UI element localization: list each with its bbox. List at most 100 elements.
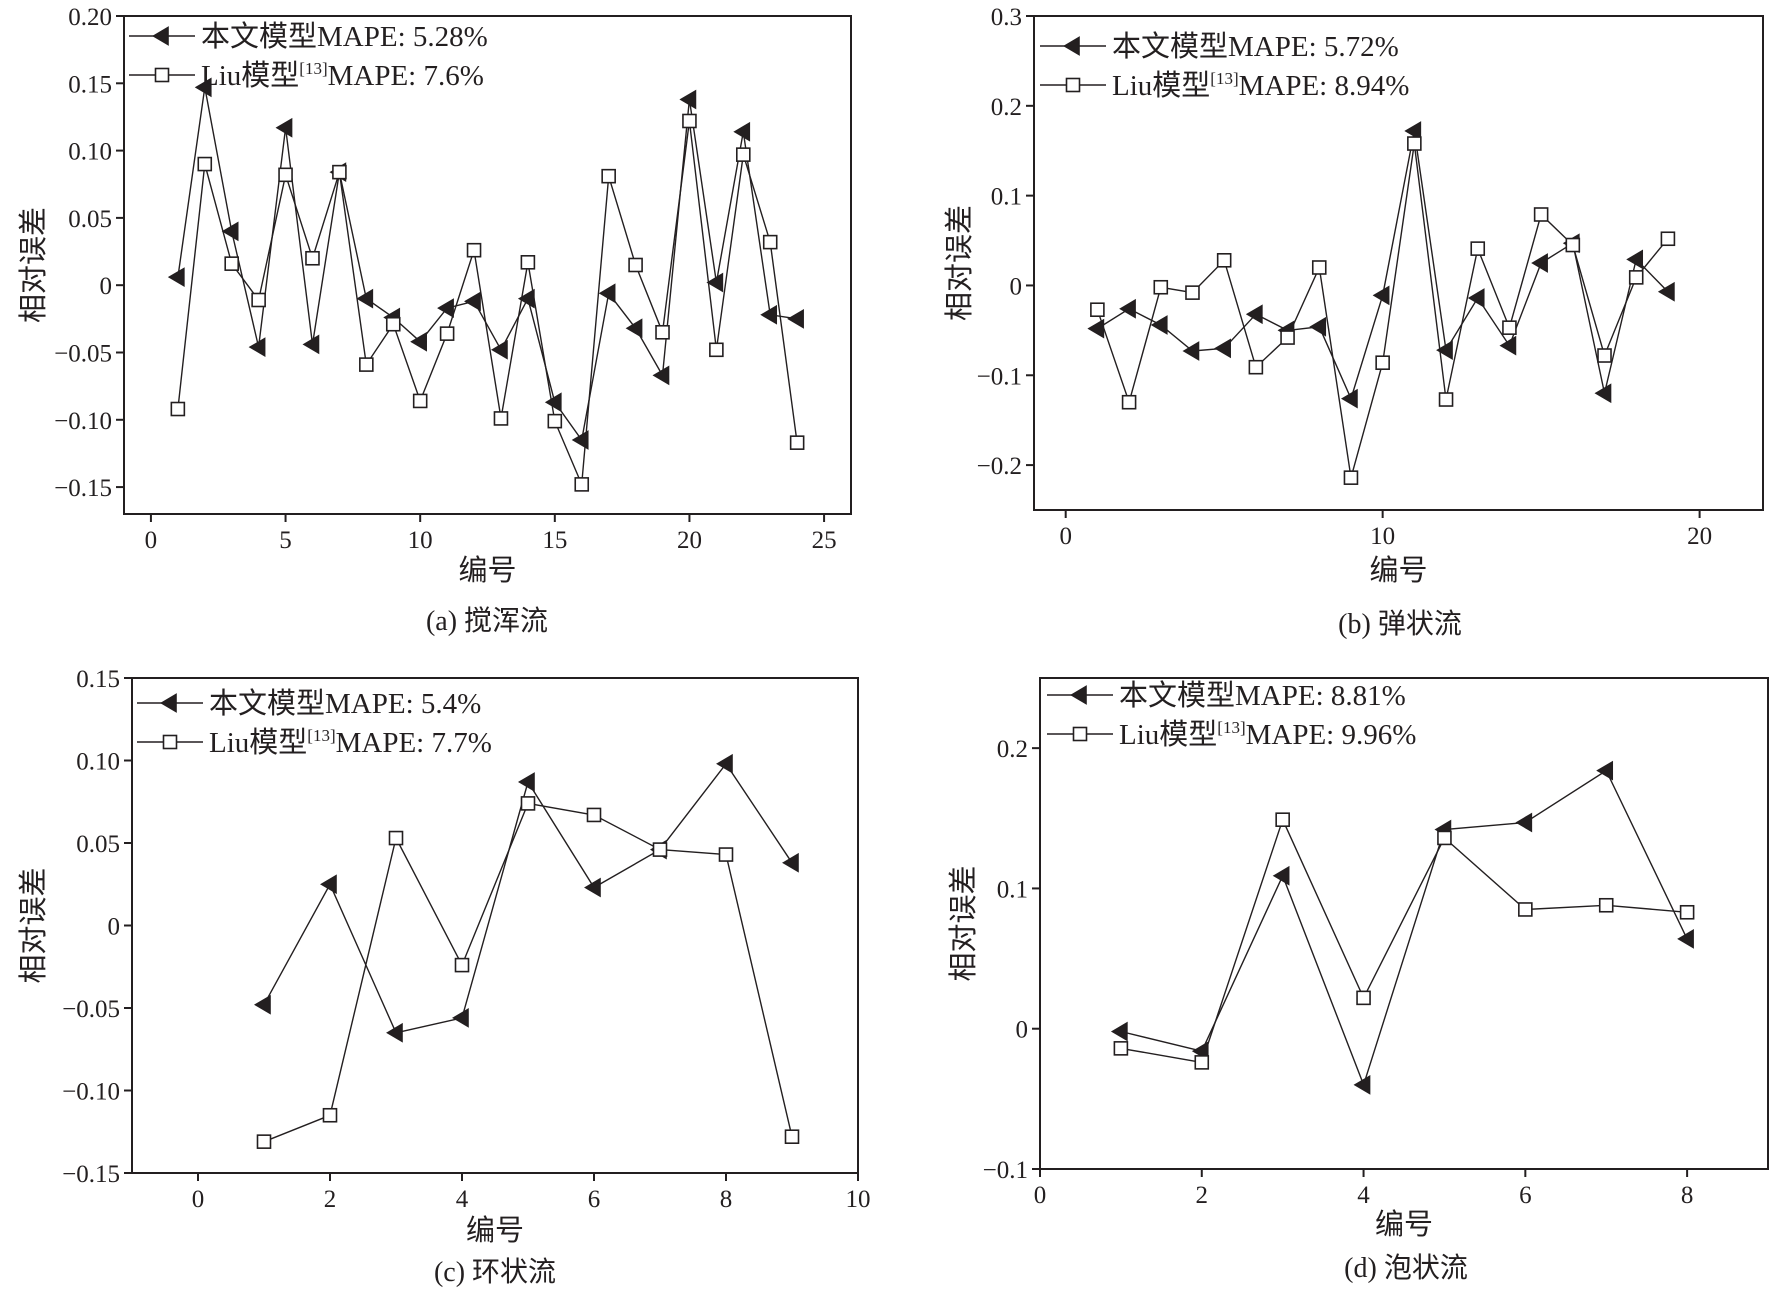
data-point-square [1679,904,1695,920]
data-point-square [251,292,266,308]
data-point-square [789,435,805,450]
y-tick-label: 0.15 [76,666,120,693]
data-point-square [1470,241,1486,256]
y-tick-label: −0.10 [62,1079,120,1106]
x-tick-label: 0 [1059,523,1072,550]
x-tick-label: 15 [542,527,567,554]
data-point-triangle [782,852,799,873]
x-tick-label: 0 [192,1186,205,1213]
y-tick-label: 0.10 [68,139,112,166]
series-line [1096,143,1669,478]
data-point-triangle [760,304,778,325]
data-point-square [655,324,670,340]
legend-label: 本文模型MAPE: 5.4% [209,687,481,720]
y-tick-label: 0 [108,914,121,941]
panel-caption: (c) 环状流 [434,1256,556,1288]
data-point-triangle [1372,285,1390,306]
data-point-square [762,234,778,250]
y-tick-label: −0.05 [62,996,120,1023]
x-tick-label: 20 [1687,523,1712,550]
series-line [1120,817,1688,1064]
data-point-triangle [1110,1021,1128,1042]
data-point-square [162,734,178,750]
y-axis-title: 相对误差 [17,867,50,983]
data-point-square [1660,231,1676,247]
y-tick-label: 0.20 [68,4,112,31]
y-axis-title: 相对误差 [947,865,980,981]
data-point-square [412,393,428,409]
data-point-triangle [1436,340,1453,360]
y-tick-label: 0.1 [997,876,1028,903]
data-point-square [1090,302,1105,318]
data-point-triangle [544,392,562,413]
legend-entry: 本文模型MAPE: 8.81% [1047,679,1406,712]
data-point-triangle [275,117,293,138]
series-proposed-model [167,77,804,450]
data-point-triangle [490,339,508,360]
data-point-triangle [1626,249,1644,270]
data-point-triangle [1070,685,1087,705]
x-axis-title: 编号 [1369,554,1427,587]
x-tick-label: 8 [720,1186,733,1213]
data-point-square [601,168,616,184]
y-tick-label: 0 [100,273,113,300]
data-point-triangle [248,337,266,357]
data-point-triangle [1340,388,1358,409]
x-tick-label: 25 [812,527,837,554]
data-point-triangle [716,753,733,774]
data-point-square [1407,136,1422,151]
data-point-square [1065,77,1081,93]
data-point-square [574,477,590,492]
data-point-square [154,67,170,83]
legend-label-reference: [13] [307,726,335,745]
series-line [1120,769,1688,1087]
data-point-square [1153,279,1169,295]
data-point-square [493,411,509,426]
data-point-triangle [437,298,454,318]
legend-label-mape: MAPE: 9.96% [1246,719,1417,751]
data-point-triangle [1499,335,1517,356]
data-point-square [735,147,751,162]
plot-frame [1033,15,1764,511]
data-point-square [1437,830,1452,846]
data-point-square [1072,726,1088,742]
panel-c-chart: 0 2 4 6 8 10 −0.15 −0.10 −0.05 0 0.05 0.10 0.15 编号 相对误… [17,666,871,1288]
data-point-square [586,807,602,823]
legend-entry: 本文模型MAPE: 5.28% [129,20,488,53]
legend-label: Liu模型[13]MAPE: 8.94% [1112,69,1409,102]
y-tick-label: 0.3 [991,4,1022,31]
data-point-square [1597,348,1612,363]
data-point-triangle [625,318,643,339]
y-tick-label: −0.05 [54,340,112,367]
y-tick-label: 0 [1016,1017,1029,1044]
data-point-square [1533,207,1549,222]
data-point-triangle [679,89,697,110]
panel-a-chart: 0 5 10 15 20 25 −0.15 −0.10 −0.05 0 0.05 0.10 0.15 0.… [17,4,852,637]
data-point-square [1194,1055,1210,1070]
y-tick-label: −0.10 [54,408,112,435]
data-point-square [1185,285,1200,300]
data-point-triangle [452,1008,469,1028]
legend-label-main: 本文模型MAPE: 5.28% [201,20,488,53]
y-tick-label: −0.2 [977,453,1022,480]
x-axis-title: 编号 [458,554,516,587]
series-line [177,87,798,442]
data-point-square [1438,392,1454,407]
data-point-triangle [1245,304,1263,325]
data-point-square [1248,359,1264,375]
y-tick-label: 0.05 [76,831,120,858]
data-point-square [278,167,293,183]
data-point-square [1565,237,1581,253]
legend-label-mape: MAPE: 7.7% [336,727,492,759]
data-point-triangle [1594,383,1612,404]
series-liu-model [1113,812,1695,1070]
y-tick-label: 0.15 [68,71,112,98]
data-point-square [322,1107,338,1123]
x-tick-label: 8 [1681,1182,1694,1209]
data-point-square [784,1129,800,1144]
legend-entry: Liu模型[13]MAPE: 9.96% [1047,718,1416,751]
data-point-square [1311,260,1327,275]
y-tick-label: 0.2 [991,94,1022,121]
